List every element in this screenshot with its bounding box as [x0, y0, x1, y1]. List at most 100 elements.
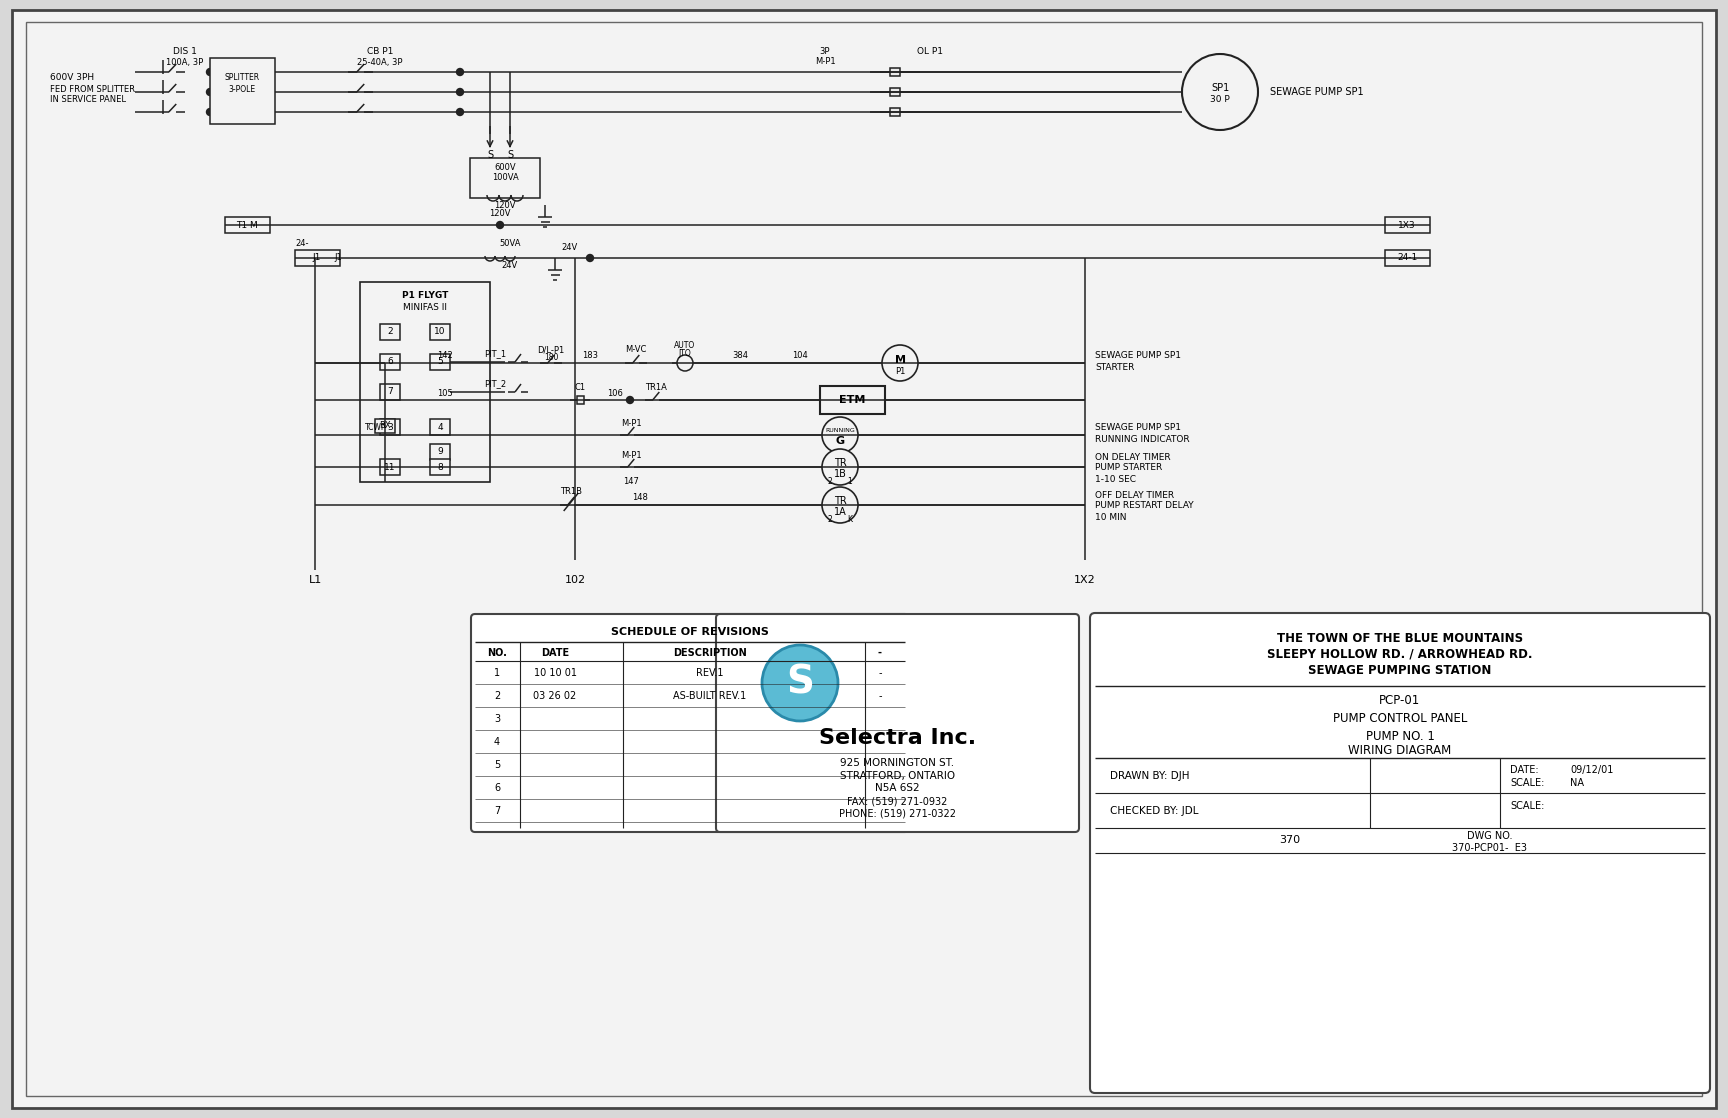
- Text: 600V: 600V: [494, 163, 517, 172]
- Text: SPLITTER: SPLITTER: [225, 74, 259, 83]
- Text: 6: 6: [387, 358, 392, 367]
- Text: 7: 7: [387, 388, 392, 397]
- Text: K: K: [847, 514, 852, 523]
- Text: PUMP CONTROL PANEL: PUMP CONTROL PANEL: [1332, 711, 1467, 724]
- Text: 1: 1: [494, 667, 499, 678]
- Text: 1-10 SEC: 1-10 SEC: [1096, 474, 1135, 483]
- Text: PIT_1: PIT_1: [484, 350, 506, 359]
- Bar: [890, 68, 900, 76]
- Text: 11: 11: [384, 463, 396, 472]
- Text: SCALE:: SCALE:: [1510, 800, 1545, 811]
- Bar: [211, 58, 275, 124]
- Text: M-VC: M-VC: [626, 345, 646, 354]
- Text: PHONE: (519) 271-0322: PHONE: (519) 271-0322: [840, 809, 956, 819]
- Circle shape: [456, 88, 463, 95]
- Circle shape: [881, 345, 918, 381]
- Bar: [430, 459, 449, 475]
- Text: DESCRIPTION: DESCRIPTION: [674, 648, 746, 659]
- Text: TR: TR: [833, 496, 847, 506]
- Text: 925 MORNINGTON ST.: 925 MORNINGTON ST.: [840, 758, 954, 768]
- Bar: [430, 444, 449, 459]
- Bar: [577, 396, 584, 404]
- Text: TR1A: TR1A: [645, 382, 667, 391]
- Text: DWG NO.: DWG NO.: [1467, 831, 1512, 841]
- Text: 105: 105: [437, 388, 453, 398]
- Text: DATE:: DATE:: [1510, 765, 1538, 775]
- Text: 6: 6: [494, 783, 499, 793]
- Circle shape: [1182, 54, 1258, 130]
- Text: NA: NA: [1571, 778, 1585, 788]
- Text: 1X3: 1X3: [1398, 220, 1415, 229]
- Text: STARTER: STARTER: [1096, 363, 1134, 372]
- Text: S: S: [487, 150, 492, 160]
- Text: THE TOWN OF THE BLUE MOUNTAINS: THE TOWN OF THE BLUE MOUNTAINS: [1277, 632, 1522, 644]
- Text: 384: 384: [733, 351, 748, 360]
- Text: 10 10 01: 10 10 01: [534, 667, 577, 678]
- Text: PUMP STARTER: PUMP STARTER: [1096, 464, 1163, 473]
- Text: SEWAGE PUMP SP1: SEWAGE PUMP SP1: [1096, 351, 1180, 360]
- Bar: [380, 419, 399, 435]
- Circle shape: [627, 397, 634, 404]
- Text: DATE: DATE: [541, 648, 569, 659]
- Text: -: -: [878, 667, 881, 678]
- Text: FAX: (519) 271-0932: FAX: (519) 271-0932: [847, 796, 947, 806]
- Text: PUMP RESTART DELAY: PUMP RESTART DELAY: [1096, 502, 1194, 511]
- Text: ETM: ETM: [838, 395, 866, 405]
- Text: 25-40A, 3P: 25-40A, 3P: [358, 57, 403, 66]
- Bar: [430, 354, 449, 370]
- Text: M-P1: M-P1: [814, 57, 835, 66]
- Text: 1X2: 1X2: [1075, 575, 1096, 585]
- Text: DIS 1: DIS 1: [173, 47, 197, 57]
- Text: 1A: 1A: [833, 506, 847, 517]
- Text: 142: 142: [437, 351, 453, 360]
- Text: CB P1: CB P1: [366, 47, 394, 57]
- Text: 09/12/01: 09/12/01: [1571, 765, 1614, 775]
- Text: J1: J1: [313, 254, 321, 263]
- Text: S: S: [506, 150, 513, 160]
- Bar: [380, 383, 399, 400]
- Text: SCALE:: SCALE:: [1510, 778, 1545, 788]
- Text: 370-PCP01-  E3: 370-PCP01- E3: [1453, 843, 1528, 853]
- Text: 7: 7: [494, 806, 499, 816]
- FancyBboxPatch shape: [1090, 613, 1711, 1093]
- Text: 180: 180: [544, 353, 558, 362]
- Text: TR: TR: [833, 458, 847, 468]
- Text: 1B: 1B: [833, 468, 847, 479]
- Text: STRATFORD, ONTARIO: STRATFORD, ONTARIO: [840, 771, 956, 781]
- Text: 5: 5: [494, 760, 499, 770]
- Bar: [295, 250, 340, 266]
- Text: SEWAGE PUMPING STATION: SEWAGE PUMPING STATION: [1308, 663, 1491, 676]
- Text: 24-: 24-: [295, 239, 309, 248]
- Circle shape: [762, 645, 838, 721]
- Circle shape: [207, 88, 214, 95]
- Text: 2: 2: [828, 476, 833, 485]
- Text: 3-POLE: 3-POLE: [228, 85, 256, 94]
- Text: 183: 183: [582, 351, 598, 360]
- Bar: [430, 419, 449, 435]
- Bar: [430, 324, 449, 340]
- Text: 1: 1: [848, 476, 852, 485]
- Bar: [890, 88, 900, 96]
- Text: 10: 10: [434, 328, 446, 337]
- Text: -: -: [878, 691, 881, 701]
- Text: OL P1: OL P1: [918, 47, 943, 57]
- Text: NO.: NO.: [487, 648, 506, 659]
- Text: L1: L1: [308, 575, 321, 585]
- Text: SCHEDULE OF REVISIONS: SCHEDULE OF REVISIONS: [612, 627, 769, 637]
- Text: RX: RX: [378, 421, 391, 430]
- Text: WIRING DIAGRAM: WIRING DIAGRAM: [1348, 745, 1452, 758]
- Text: 104: 104: [791, 351, 809, 360]
- Text: 2: 2: [494, 691, 499, 701]
- Text: M-P1: M-P1: [620, 418, 641, 427]
- Bar: [375, 419, 396, 433]
- Text: MINIFAS II: MINIFAS II: [403, 303, 448, 313]
- Text: DRAWN BY: DJH: DRAWN BY: DJH: [1109, 771, 1189, 781]
- Text: SP1: SP1: [1211, 83, 1229, 93]
- Text: CHECKED BY: JDL: CHECKED BY: JDL: [1109, 806, 1199, 816]
- Bar: [359, 282, 491, 482]
- Text: M: M: [895, 356, 905, 364]
- Text: Selectra Inc.: Selectra Inc.: [819, 728, 976, 748]
- Text: M-P1: M-P1: [620, 451, 641, 459]
- Text: 100VA: 100VA: [492, 173, 518, 182]
- Bar: [470, 158, 539, 198]
